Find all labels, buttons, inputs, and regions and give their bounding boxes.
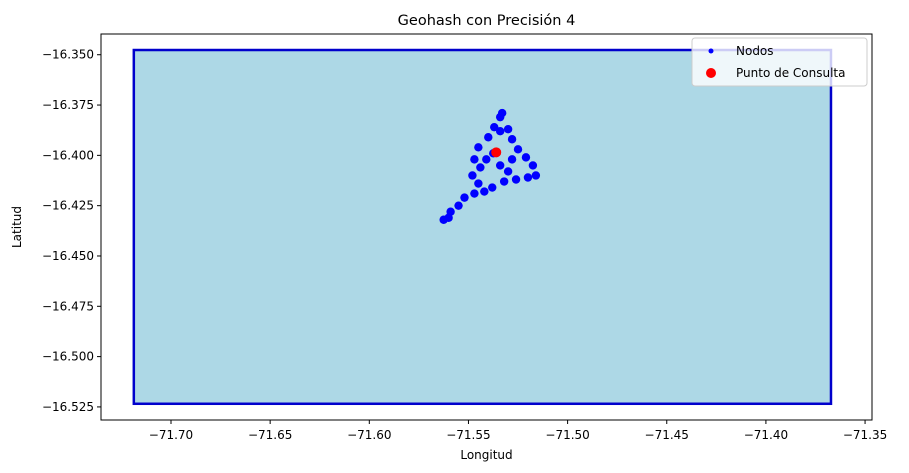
y-tick-label: −16.500 [42,350,94,364]
node-point [507,155,517,164]
x-tick-label: −71.70 [149,428,193,442]
node-point [474,179,483,188]
query-point [491,147,502,158]
node-point [523,173,533,182]
node-point [495,161,505,170]
x-tick-label: −71.55 [446,428,490,442]
legend-box [691,37,868,87]
node-point [528,161,538,170]
node-point [499,177,509,186]
node-point [484,133,493,142]
node-point [495,127,505,136]
node-point [490,122,499,132]
node-point [468,171,477,180]
node-point [470,189,479,198]
node-point [476,163,485,172]
node-point [460,193,469,202]
x-tick-label: −71.40 [744,428,788,442]
node-point [531,171,541,180]
node-point [474,143,483,152]
y-tick-label: −16.400 [42,148,94,162]
node-point [511,175,521,184]
node-point [470,155,479,164]
node-point [507,135,517,144]
y-tick-label: −16.475 [42,299,94,313]
y-tick-label: −16.425 [42,199,94,213]
y-tick-label: −16.450 [42,249,94,263]
node-point [513,145,523,154]
y-tick-label: −16.525 [42,400,94,414]
x-axis-label: Longitud [460,448,512,462]
node-point [495,112,505,122]
x-tick-label: −71.60 [347,428,391,442]
plot-frame [100,33,873,421]
y-tick-label: −16.350 [42,48,94,62]
geohash-cell [132,48,833,406]
node-point [444,213,453,222]
legend-label-punto-de-consulta: Punto de Consulta [736,66,846,80]
x-tick-label: −71.35 [843,428,887,442]
legend: Nodos Punto de Consulta [691,37,868,87]
node-point [521,153,531,162]
legend-marker-punto-de-consulta [706,68,716,78]
node-point [488,183,497,192]
node-point [482,155,491,164]
legend-marker-nodos [708,48,714,54]
node-point [503,167,513,176]
y-axis-label: Latitud [10,206,24,248]
legend-label-nodos: Nodos [736,44,774,58]
y-tick-label: −16.375 [42,98,94,112]
x-tick-label: −71.65 [248,428,292,442]
x-tick-label: −71.50 [545,428,589,442]
nodes-series [439,108,541,224]
node-point [480,187,489,196]
chart-title: Geohash con Precisión 4 [398,13,576,29]
node-point [503,124,513,134]
x-tick-label: −71.45 [645,428,689,442]
node-point [454,201,463,210]
